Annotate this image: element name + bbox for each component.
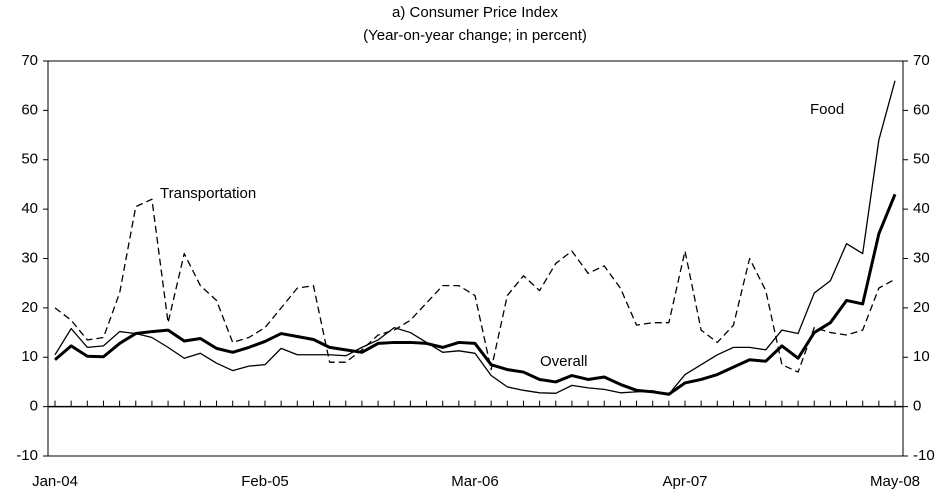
y-tick-label: 10 <box>21 348 38 365</box>
y2-tick-label: 30 <box>913 249 930 266</box>
series-label: Transportation <box>160 185 256 202</box>
y2-tick-label: -10 <box>913 447 935 464</box>
y2-tick-label: 70 <box>913 52 930 69</box>
x-tick-label: Apr-07 <box>662 473 707 490</box>
y2-tick-label: 50 <box>913 151 930 168</box>
y-tick-label: 60 <box>21 101 38 118</box>
series-label: Food <box>810 101 844 118</box>
x-tick-label: Mar-06 <box>451 473 499 490</box>
series-line <box>54 198 896 373</box>
y2-tick-label: 60 <box>913 101 930 118</box>
series-line <box>54 193 897 396</box>
plot-frame <box>47 60 904 457</box>
y2-tick-label: 20 <box>913 299 930 316</box>
chart-subtitle: (Year-on-year change; in percent) <box>363 27 587 44</box>
chart-title: a) Consumer Price Index <box>392 4 558 21</box>
y2-tick-label: 40 <box>913 200 930 217</box>
x-tick-label: May-08 <box>870 473 920 490</box>
y-tick-label: 40 <box>21 200 38 217</box>
y2-tick-label: 0 <box>913 398 921 415</box>
y-tick-label: 20 <box>21 299 38 316</box>
y-tick-label: 70 <box>21 52 38 69</box>
y-tick-label: 50 <box>21 151 38 168</box>
series-label: Overall <box>540 353 588 370</box>
x-tick-label: Jan-04 <box>32 473 78 490</box>
y-tick-label: 0 <box>30 398 38 415</box>
series-line <box>54 80 896 395</box>
y-tick-label: 30 <box>21 249 38 266</box>
x-tick-label: Feb-05 <box>241 473 289 490</box>
y2-tick-label: 10 <box>913 348 930 365</box>
y-tick-label: -10 <box>16 447 38 464</box>
